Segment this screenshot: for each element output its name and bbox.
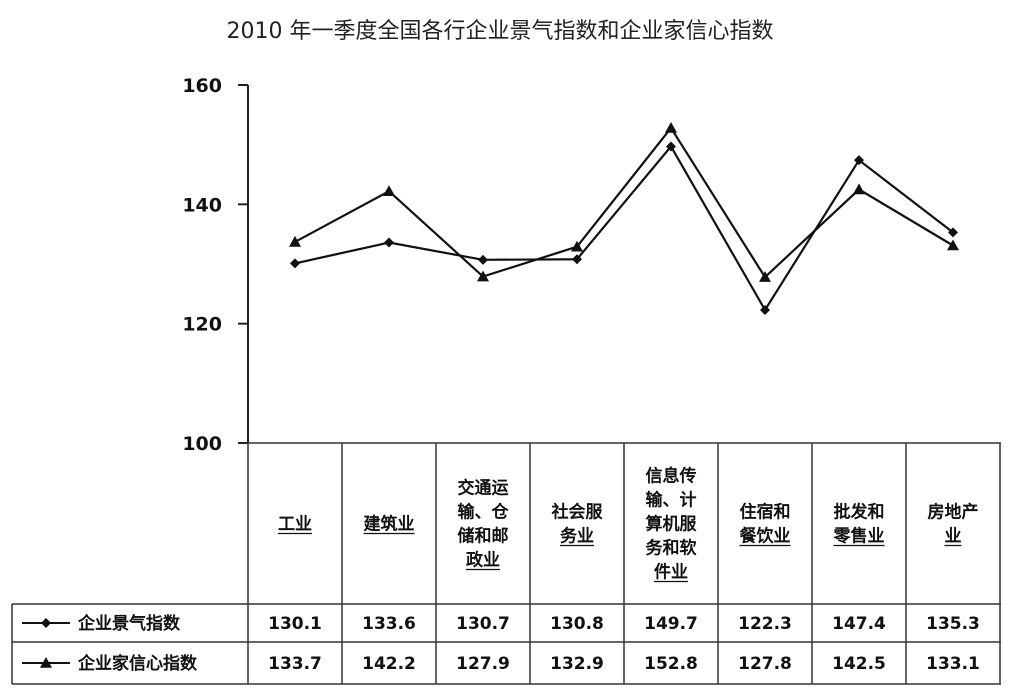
series-lines: [294, 126, 954, 313]
y-tick-label: 120: [182, 314, 222, 336]
data-value-label: 127.8: [738, 654, 792, 674]
y-tick-label: 100: [182, 433, 222, 455]
data-point: [948, 227, 958, 238]
data-point: [571, 240, 583, 252]
legend-label: 企业家信心指数: [77, 653, 198, 674]
data-value-label: 122.3: [738, 614, 792, 634]
data-point: [759, 271, 771, 282]
data-value-label: 133.1: [926, 654, 980, 674]
data-value-label: 130.7: [456, 614, 510, 634]
legend-label: 企业景气指数: [77, 613, 181, 634]
data-value-label: 127.9: [456, 654, 510, 674]
data-value-label: 130.8: [550, 614, 604, 634]
category-label: 社会服务业: [551, 502, 604, 547]
category-label: 建筑业: [364, 514, 415, 535]
data-point: [665, 121, 677, 133]
data-point: [478, 254, 488, 265]
category-label: 工业: [278, 515, 312, 535]
y-tick-label: 160: [182, 75, 222, 97]
data-value-label: 133.7: [268, 654, 322, 674]
category-label: 批发和零售业: [833, 502, 885, 547]
y-tick-label: 140: [182, 194, 222, 216]
data-point: [572, 254, 582, 265]
data-value-label: 133.6: [362, 614, 416, 634]
data-value-label: 152.8: [644, 654, 698, 674]
category-label: 房地产业: [928, 502, 979, 547]
data-value-label: 142.5: [832, 654, 886, 674]
data-point: [760, 304, 770, 315]
data-value-label: 130.1: [268, 614, 322, 634]
series-line-1: [294, 144, 954, 313]
legend-key-marker: [40, 657, 52, 668]
data-value-label: 142.2: [362, 654, 416, 674]
data-table: 工业 建筑业 交通运输、仓储和邮政业社会服务业信息传输、计算机服务和软件业住宿和餐饮…: [11, 442, 1001, 685]
series-markers: [289, 121, 959, 315]
data-point: [666, 141, 676, 152]
series-line-2: [294, 126, 954, 279]
data-point: [854, 155, 864, 166]
chart-title: 2010 年一季度全国各行企业景气指数和企业家信心指数: [227, 19, 774, 44]
data-point: [289, 235, 301, 247]
category-label: 住宿和餐饮业: [740, 502, 791, 547]
data-value-label: 132.9: [550, 654, 604, 674]
category-label: 交通运输、仓储和邮政业: [458, 478, 510, 571]
data-point: [853, 183, 865, 195]
data-point: [947, 239, 959, 251]
legend-key-marker: [41, 618, 51, 628]
data-value-label: 135.3: [926, 614, 980, 634]
axes: 160 140 120 100: [182, 75, 249, 455]
data-point: [383, 185, 395, 197]
data-point: [290, 258, 300, 269]
data-point: [477, 270, 489, 282]
data-value-label: 149.7: [644, 614, 698, 634]
category-label: 信息传输、计算机服务和软件业: [645, 466, 698, 583]
data-value-label: 147.4: [832, 614, 886, 634]
data-point: [384, 237, 394, 248]
